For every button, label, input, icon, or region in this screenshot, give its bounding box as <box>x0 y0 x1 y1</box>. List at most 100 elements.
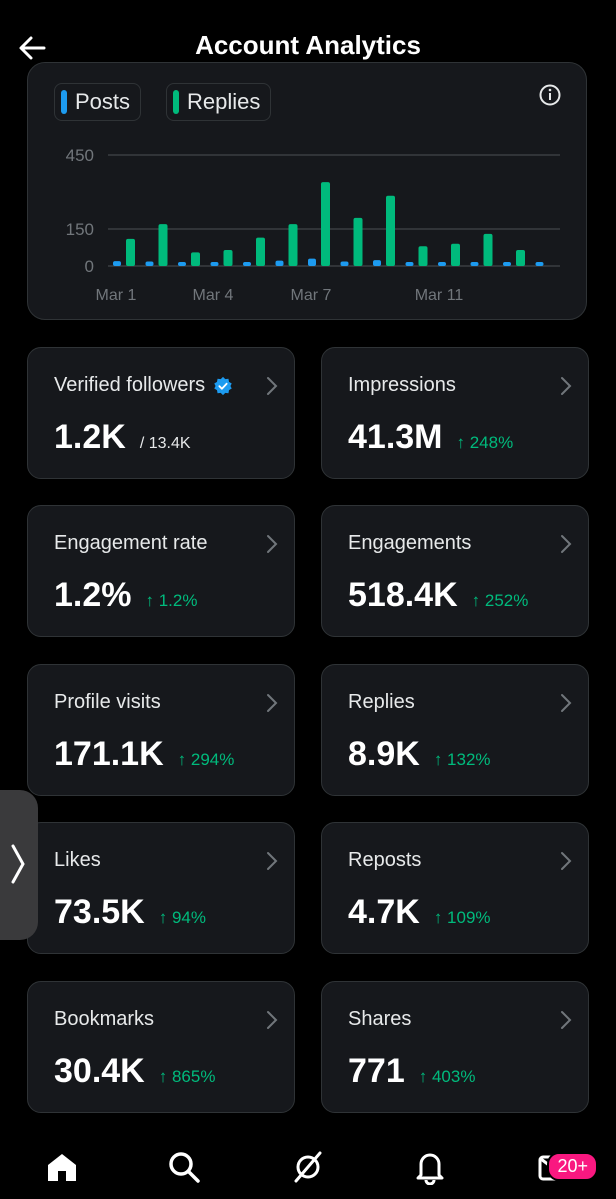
card-label: Reposts <box>348 849 421 872</box>
legend-posts-swatch <box>61 90 67 114</box>
home-icon[interactable] <box>44 1149 80 1185</box>
chevron-right-icon <box>561 694 572 712</box>
chevron-right-icon <box>561 852 572 870</box>
bar-posts <box>340 261 349 266</box>
card-value-row: 41.3M ↑ 248% <box>348 418 513 457</box>
card-label-text: Engagement rate <box>54 532 208 554</box>
y-tick-label: 450 <box>66 146 94 165</box>
bar-posts <box>308 258 316 266</box>
card-change: ↑ 109% <box>433 908 491 927</box>
card-value: 1.2% <box>54 576 132 614</box>
info-icon[interactable] <box>538 83 562 107</box>
notifications-icon[interactable] <box>412 1149 448 1185</box>
back-arrow-icon[interactable] <box>12 28 52 68</box>
card-value: 1.2K <box>54 418 126 456</box>
legend-replies-swatch <box>173 90 179 114</box>
card-engagement-rate[interactable]: Engagement rate 1.2% ↑ 1.2% <box>27 505 295 637</box>
bar-posts <box>113 261 121 266</box>
bar-posts <box>243 262 251 266</box>
x-tick-label: Mar 7 <box>291 287 332 304</box>
chevron-right-icon <box>561 535 572 553</box>
bar-posts <box>373 260 381 266</box>
card-value: 518.4K <box>348 576 458 614</box>
bar-posts <box>405 262 414 266</box>
bar-replies <box>451 243 460 266</box>
card-label: Replies <box>348 691 415 714</box>
bar-posts <box>503 262 511 266</box>
legend-replies[interactable]: Replies <box>166 83 272 121</box>
card-value-row: 1.2% ↑ 1.2% <box>54 576 197 615</box>
bar-posts <box>145 261 154 266</box>
card-value: 30.4K <box>54 1052 145 1090</box>
legend-replies-label: Replies <box>187 89 261 114</box>
card-replies[interactable]: Replies 8.9K ↑ 132% <box>321 664 589 796</box>
card-label-text: Engagements <box>348 532 472 554</box>
bar-posts <box>178 262 186 266</box>
bar-replies <box>386 195 395 266</box>
bar-replies <box>158 224 168 266</box>
bar-replies <box>483 233 493 266</box>
card-engagements[interactable]: Engagements 518.4K ↑ 252% <box>321 505 589 637</box>
card-label: Profile visits <box>54 691 161 714</box>
bar-posts <box>275 260 284 266</box>
x-tick-label: Mar 11 <box>415 287 464 304</box>
chart-card: 450 150 0 Mar 1 Mar 4 Mar 7 Mar 11 Posts Repli… <box>27 62 587 320</box>
card-label-text: Verified followers <box>54 374 206 396</box>
card-change: ↑ 1.2% <box>145 591 198 610</box>
card-verified-followers[interactable]: Verified followers 1.2K / 13.4K <box>27 347 295 479</box>
chevron-right-icon <box>267 1011 278 1029</box>
card-subvalue: / 13.4K <box>139 435 191 452</box>
legend-posts-label: Posts <box>75 89 131 114</box>
card-bookmarks[interactable]: Bookmarks 30.4K ↑ 865% <box>27 981 295 1113</box>
card-label: Likes <box>54 849 101 872</box>
card-label: Engagement rate <box>54 532 207 555</box>
card-label-text: Shares <box>348 1008 412 1030</box>
card-change: ↑ 252% <box>471 591 529 610</box>
card-likes[interactable]: Likes 73.5K ↑ 94% <box>27 822 295 954</box>
card-change: ↑ 248% <box>456 433 514 452</box>
bar-replies <box>353 217 363 266</box>
bar-replies <box>126 238 135 266</box>
card-value: 8.9K <box>348 735 420 773</box>
chevron-right-icon <box>561 1011 572 1029</box>
search-icon[interactable] <box>166 1149 202 1185</box>
card-label: Engagements <box>348 532 471 555</box>
card-change: ↑ 294% <box>177 750 235 769</box>
y-tick-label: 0 <box>85 257 94 276</box>
card-value: 73.5K <box>54 893 145 931</box>
card-impressions[interactable]: Impressions 41.3M ↑ 248% <box>321 347 589 479</box>
chevron-right-icon <box>561 377 572 395</box>
card-reposts[interactable]: Reposts 4.7K ↑ 109% <box>321 822 589 954</box>
card-value-row: 518.4K ↑ 252% <box>348 576 528 615</box>
card-value: 771 <box>348 1052 405 1090</box>
card-value: 171.1K <box>54 735 164 773</box>
card-label: Verified followers <box>54 374 233 397</box>
grok-icon[interactable] <box>290 1149 326 1185</box>
chevron-right-icon <box>267 694 278 712</box>
card-value-row: 771 ↑ 403% <box>348 1052 475 1091</box>
bar-replies <box>223 249 233 266</box>
bar-posts <box>470 262 479 266</box>
chevron-right-icon <box>267 535 278 553</box>
verified-badge-icon <box>214 376 232 395</box>
card-label-text: Impressions <box>348 374 456 396</box>
page-title: Account Analytics <box>195 30 421 60</box>
chevron-right-icon <box>11 844 25 884</box>
bar-replies <box>256 237 265 266</box>
legend-posts[interactable]: Posts <box>54 83 142 121</box>
bar-posts <box>535 262 544 266</box>
card-label-text: Likes <box>54 849 101 871</box>
card-shares[interactable]: Shares 771 ↑ 403% <box>321 981 589 1113</box>
bar-replies <box>321 182 330 266</box>
card-change: ↑ 94% <box>158 908 206 927</box>
card-change: ↑ 403% <box>418 1067 476 1086</box>
bottom-nav <box>0 1139 616 1199</box>
side-panel-handle[interactable] <box>0 790 38 940</box>
card-profile-visits[interactable]: Profile visits 171.1K ↑ 294% <box>27 664 295 796</box>
bar-posts <box>210 262 219 266</box>
card-change: ↑ 865% <box>158 1067 216 1086</box>
card-label-text: Bookmarks <box>54 1008 155 1030</box>
bar-replies <box>191 252 200 266</box>
card-value: 41.3M <box>348 418 443 456</box>
card-value-row: 73.5K ↑ 94% <box>54 893 206 932</box>
